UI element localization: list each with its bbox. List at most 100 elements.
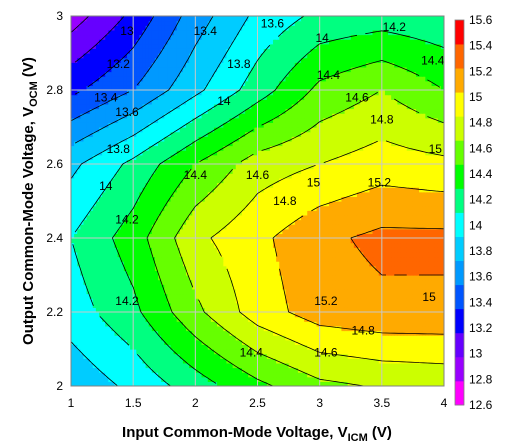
contour-cell [232, 376, 237, 382]
contour-cell [425, 316, 430, 322]
contour-cell [434, 376, 439, 382]
contour-cell [130, 302, 134, 308]
contour-cell [71, 307, 75, 313]
contour-cell [328, 214, 333, 221]
contour-cell [154, 219, 159, 225]
contour-cell [273, 302, 277, 308]
contour-cell [422, 325, 426, 332]
contour-cell [304, 367, 308, 373]
contour-cell [201, 261, 206, 267]
contour-cell [332, 288, 336, 295]
contour-cell [316, 201, 321, 207]
contour-cell [226, 358, 231, 364]
contour-cell [170, 224, 175, 230]
contour-cell [403, 284, 408, 290]
contour-cell [384, 381, 389, 386]
contour-cell [204, 201, 209, 207]
contour-cell [142, 376, 147, 382]
contour-cell [207, 228, 212, 234]
contour-cell [170, 247, 175, 253]
contour-cell [151, 210, 156, 216]
contour-cell [375, 224, 380, 230]
contour-cell [201, 247, 206, 253]
contour-cell [276, 284, 280, 290]
contour-cell [139, 288, 144, 295]
contour-cell [136, 330, 140, 336]
contour-cell [384, 270, 389, 276]
contour-cell [437, 316, 442, 322]
contour-cell [98, 298, 103, 304]
contour-cell [108, 298, 113, 304]
contour-cell [92, 349, 97, 355]
contour-cell [372, 344, 377, 350]
contour-cell [360, 265, 364, 271]
contour-cell [369, 196, 374, 202]
contour-cell [238, 316, 243, 322]
contour-cell [332, 293, 336, 299]
contour-cell [148, 210, 153, 216]
contour-cell [245, 344, 249, 350]
contour-cell [375, 214, 380, 221]
contour-cell [269, 219, 274, 225]
contour-cell [145, 261, 150, 267]
contour-cell [369, 219, 374, 225]
contour-cell [223, 362, 228, 369]
contour-cell [102, 228, 106, 234]
contour-cell [403, 358, 408, 364]
contour-cell [254, 265, 259, 271]
contour-cell [301, 335, 305, 341]
contour-cell [285, 330, 290, 336]
contour-cell [425, 298, 430, 304]
contour-cell [322, 325, 327, 332]
contour-cell [419, 233, 423, 239]
contour-cell [307, 219, 311, 225]
contour-cell [195, 261, 200, 267]
contour-cell [440, 330, 444, 336]
contour-cell [89, 349, 94, 355]
contour-cell [148, 307, 153, 313]
contour-cell [313, 288, 318, 295]
contour-cell [245, 312, 249, 318]
contour-cell [80, 270, 85, 276]
contour-cell [226, 214, 231, 221]
contour-cell [394, 270, 398, 276]
contour-cell [316, 316, 321, 322]
contour-cell [92, 344, 97, 350]
contour-cell [108, 224, 113, 230]
contour-cell [167, 201, 172, 207]
contour-cell [245, 224, 249, 230]
contour-cell [120, 275, 125, 281]
contour-cell [335, 228, 339, 234]
contour-cell [223, 298, 228, 304]
contour-cell [276, 288, 280, 295]
contour-cell [391, 251, 395, 258]
contour-cell [139, 335, 144, 341]
contour-cell [238, 344, 243, 350]
contour-cell [220, 238, 224, 244]
contour-cell [304, 321, 308, 327]
contour-cell [316, 321, 321, 327]
contour-cell [207, 205, 212, 211]
contour-cell [126, 293, 131, 299]
contour-cell [123, 349, 128, 355]
contour-cell [229, 339, 234, 345]
contour-cell [372, 293, 377, 299]
contour-cell [372, 233, 377, 239]
contour-cell [111, 339, 116, 345]
contour-cell [316, 344, 321, 350]
contour-cell [434, 312, 439, 318]
contour-cell [114, 270, 119, 276]
contour-cell [350, 349, 355, 355]
contour-cell [126, 358, 131, 364]
contour-cell [294, 214, 299, 221]
contour-cell [248, 219, 252, 225]
contour-cell [120, 312, 125, 318]
contour-cell [195, 367, 200, 373]
contour-cell [316, 261, 321, 267]
contour-cell [301, 307, 305, 313]
contour-cell [363, 242, 367, 248]
contour-cell [154, 288, 159, 295]
contour-cell [195, 228, 200, 234]
contour-cell [391, 261, 395, 267]
contour-cell [245, 284, 249, 290]
